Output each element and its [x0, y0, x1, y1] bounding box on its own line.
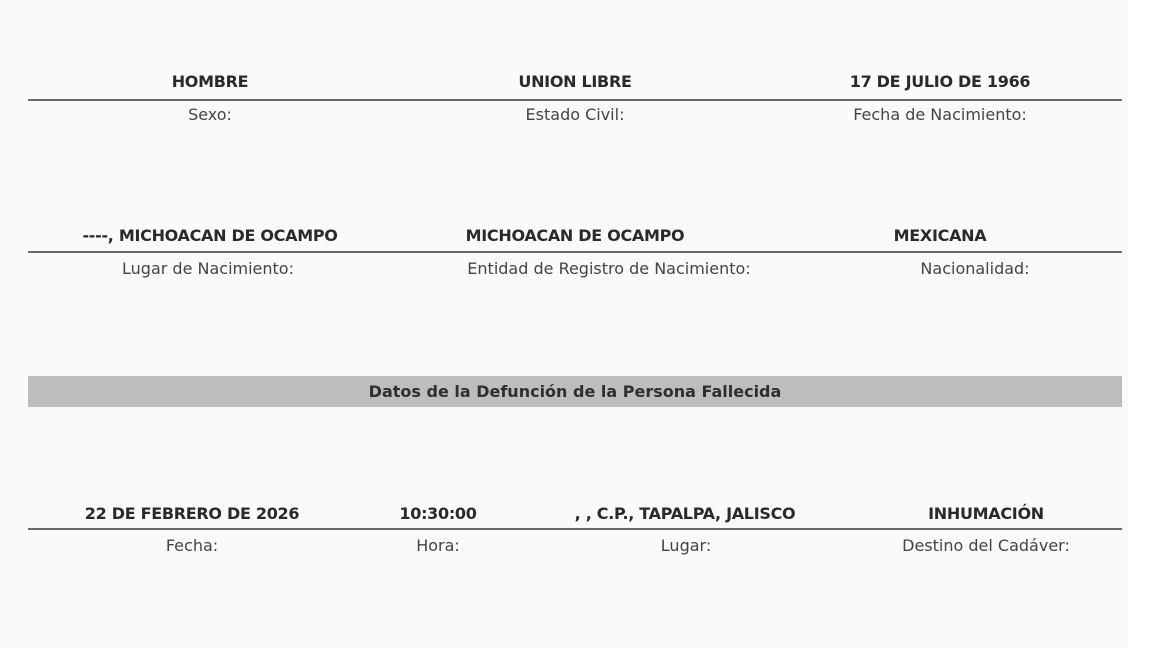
birth-place-label: Lugar de Nacimiento: [122, 259, 294, 278]
section-header: Datos de la Defunción de la Persona Fall… [28, 376, 1122, 407]
registration-state-value: MICHOACAN DE OCAMPO [465, 226, 685, 245]
death-place-label: Lugar: [660, 536, 712, 555]
birth-date-label: Fecha de Nacimiento: [853, 105, 1027, 124]
nationality-label: Nacionalidad: [920, 259, 1030, 278]
birth-date-value: 17 DE JULIO DE 1966 [849, 72, 1031, 91]
divider [28, 99, 1122, 101]
body-destination-value: INHUMACIÓN [928, 504, 1044, 523]
nationality-value: MEXICANA [893, 226, 987, 245]
page-edge [1128, 0, 1152, 648]
death-date-value: 22 DE FEBRERO DE 2026 [84, 504, 300, 523]
civil-status-label: Estado Civil: [525, 105, 625, 124]
sex-value: HOMBRE [171, 72, 249, 91]
divider [28, 528, 1122, 530]
death-place-value: , , C.P., TAPALPA, JALISCO [574, 504, 796, 523]
sex-label: Sexo: [188, 105, 232, 124]
death-time-label: Hora: [416, 536, 460, 555]
death-time-value: 10:30:00 [399, 504, 477, 523]
registration-state-label: Entidad de Registro de Nacimiento: [467, 259, 751, 278]
death-date-label: Fecha: [165, 536, 219, 555]
body-destination-label: Destino del Cadáver: [902, 536, 1070, 555]
divider [28, 251, 1122, 253]
civil-status-value: UNION LIBRE [518, 72, 632, 91]
section-title: Datos de la Defunción de la Persona Fall… [368, 382, 782, 401]
birth-place-value: ----, MICHOACAN DE OCAMPO [82, 226, 338, 245]
